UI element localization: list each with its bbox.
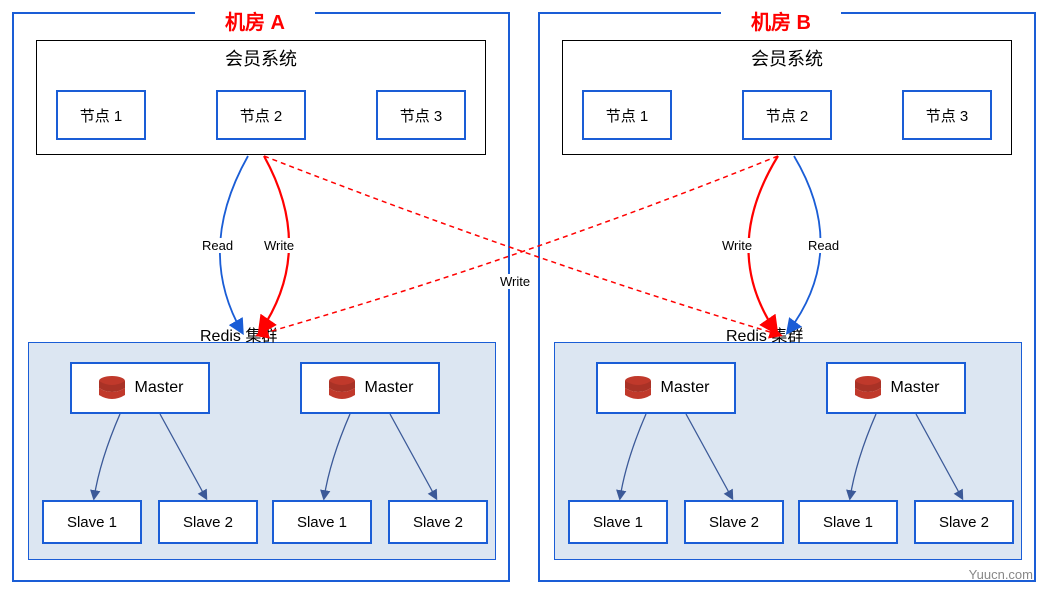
node-a2: 节点 2 xyxy=(216,90,306,140)
room-b-title: 机房 B xyxy=(721,6,841,35)
watermark: Yuucn.com xyxy=(969,567,1033,582)
slave-b2: Slave 2 xyxy=(684,500,784,544)
redis-icon xyxy=(97,374,127,402)
master-label: Master xyxy=(135,379,184,397)
label-read-a: Read xyxy=(200,238,235,253)
label-write-a: Write xyxy=(262,238,296,253)
system-a-title: 会员系统 xyxy=(37,41,485,75)
node-b2: 节点 2 xyxy=(742,90,832,140)
slave-a3: Slave 1 xyxy=(272,500,372,544)
slave-a1: Slave 1 xyxy=(42,500,142,544)
label-read-b: Read xyxy=(806,238,841,253)
room-a-title: 机房 A xyxy=(195,6,315,35)
slave-a4: Slave 2 xyxy=(388,500,488,544)
master-label: Master xyxy=(365,379,414,397)
redis-icon xyxy=(623,374,653,402)
label-write-b: Write xyxy=(720,238,754,253)
node-b3: 节点 3 xyxy=(902,90,992,140)
architecture-diagram: 机房 A 机房 B 会员系统 节点 1 节点 2 节点 3 会员系统 节点 1 … xyxy=(0,0,1047,594)
master-label: Master xyxy=(891,379,940,397)
label-cross-write: Write xyxy=(498,274,532,289)
node-b1: 节点 1 xyxy=(582,90,672,140)
master-label: Master xyxy=(661,379,710,397)
node-a1: 节点 1 xyxy=(56,90,146,140)
master-b1: Master xyxy=(596,362,736,414)
redis-a-title: Redis 集群 xyxy=(200,322,277,346)
master-b2: Master xyxy=(826,362,966,414)
master-a1: Master xyxy=(70,362,210,414)
slave-b3: Slave 1 xyxy=(798,500,898,544)
redis-icon xyxy=(853,374,883,402)
redis-icon xyxy=(327,374,357,402)
system-b-title: 会员系统 xyxy=(563,41,1011,75)
slave-a2: Slave 2 xyxy=(158,500,258,544)
slave-b4: Slave 2 xyxy=(914,500,1014,544)
node-a3: 节点 3 xyxy=(376,90,466,140)
slave-b1: Slave 1 xyxy=(568,500,668,544)
master-a2: Master xyxy=(300,362,440,414)
redis-b-title: Redis 集群 xyxy=(726,322,803,346)
